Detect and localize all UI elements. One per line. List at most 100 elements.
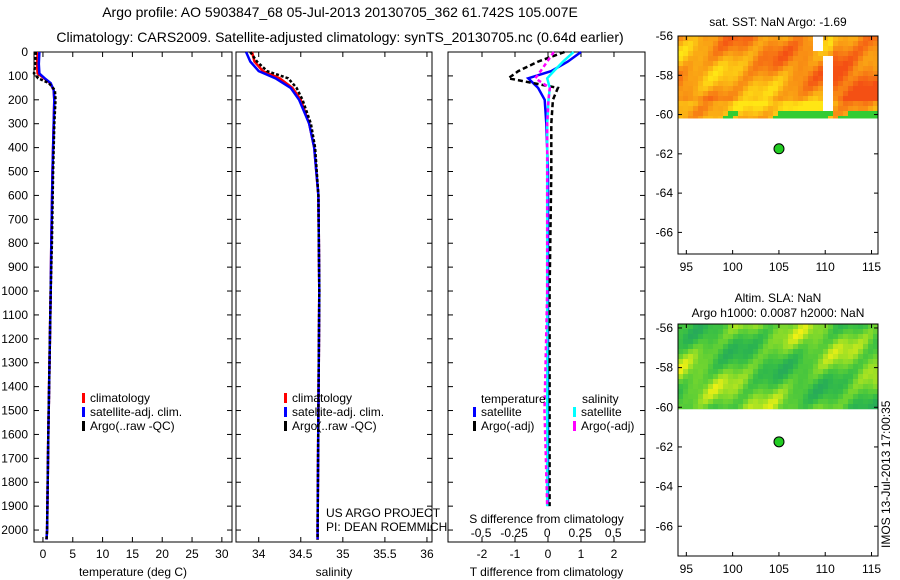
heatmap-cell — [843, 404, 848, 409]
heatmap-cell — [753, 61, 758, 66]
heatmap-cell — [733, 36, 738, 41]
heatmap-cell — [768, 379, 773, 384]
heatmap-cell — [713, 334, 718, 339]
heatmap-cell — [768, 116, 773, 119]
heatmap-cell — [848, 364, 853, 369]
heatmap-cell — [678, 111, 683, 116]
heatmap-cell — [868, 339, 873, 344]
heatmap-cell — [693, 359, 698, 364]
heatmap-cell — [783, 36, 788, 41]
heatmap-cell — [773, 324, 778, 329]
heatmap-cell — [708, 394, 713, 399]
heatmap-cell — [833, 101, 838, 106]
heatmap-cell — [868, 46, 873, 51]
heatmap-cell — [843, 339, 848, 344]
heatmap-cell — [718, 116, 723, 119]
legend-swatch — [82, 393, 85, 403]
heatmap-cell — [708, 106, 713, 111]
heatmap-cell — [773, 344, 778, 349]
heatmap-cell — [773, 339, 778, 344]
heatmap-cell — [793, 379, 798, 384]
heatmap-cell — [808, 359, 813, 364]
heatmap-cell — [783, 66, 788, 71]
heatmap-cell — [868, 111, 873, 116]
heatmap-cell — [823, 359, 828, 364]
heatmap-cell — [848, 96, 853, 101]
heatmap-cell — [738, 36, 743, 41]
heatmap-cell — [718, 66, 723, 71]
heatmap-cell — [858, 324, 863, 329]
heatmap-cell — [678, 86, 683, 91]
heatmap-cell — [793, 46, 798, 51]
heatmap-cell — [743, 339, 748, 344]
heatmap-cell — [748, 349, 753, 354]
heatmap-cell — [853, 379, 858, 384]
heatmap-cell — [788, 404, 793, 409]
heatmap-cell — [743, 116, 748, 119]
heatmap-cell — [863, 359, 868, 364]
heatmap-cell — [783, 349, 788, 354]
heatmap-cell — [858, 116, 863, 119]
heatmap-cell — [818, 379, 823, 384]
heatmap-cell — [853, 349, 858, 354]
legend-label: climatology — [292, 391, 352, 405]
heatmap-cell — [718, 359, 723, 364]
heatmap-cell — [728, 404, 733, 409]
heatmap-cell — [863, 354, 868, 359]
heatmap-cell — [853, 389, 858, 394]
heatmap-cell — [708, 384, 713, 389]
heatmap-cell — [863, 334, 868, 339]
heatmap-cell — [783, 384, 788, 389]
heatmap-cell — [698, 101, 703, 106]
heatmap-cell — [728, 329, 733, 334]
y-tick-label: 1900 — [1, 499, 28, 513]
heatmap-cell — [703, 374, 708, 379]
heatmap-cell — [783, 101, 788, 106]
heatmap-cell — [843, 359, 848, 364]
heatmap-cell — [833, 81, 838, 86]
heatmap-cell — [798, 354, 803, 359]
heatmap-cell — [743, 334, 748, 339]
heatmap-cell — [798, 334, 803, 339]
heatmap-cell — [863, 344, 868, 349]
heatmap-cell — [778, 56, 783, 61]
heatmap-cell — [788, 81, 793, 86]
heatmap-cell — [713, 36, 718, 41]
heatmap-cell — [868, 324, 873, 329]
heatmap-cell — [723, 46, 728, 51]
heatmap-cell — [838, 116, 843, 119]
heatmap-cell — [708, 344, 713, 349]
heatmap-cell — [683, 51, 688, 56]
heatmap-cell — [808, 334, 813, 339]
heatmap-cell — [858, 389, 863, 394]
heatmap-cell — [873, 86, 878, 91]
heatmap-cell — [763, 359, 768, 364]
heatmap-cell — [748, 404, 753, 409]
heatmap-cell — [823, 369, 828, 374]
heatmap-cell — [688, 76, 693, 81]
heatmap-cell — [828, 41, 833, 46]
heatmap-cell — [833, 354, 838, 359]
heatmap-cell — [748, 369, 753, 374]
timestamp: IMOS 13-Jul-2013 17:00:35 — [879, 400, 893, 548]
heatmap-cell — [753, 404, 758, 409]
heatmap-cell — [728, 46, 733, 51]
argo-float-marker — [773, 436, 785, 448]
heatmap-cell — [808, 86, 813, 91]
heatmap-cell — [768, 106, 773, 111]
heatmap-cell — [848, 329, 853, 334]
heatmap-cell — [818, 56, 823, 61]
heatmap-cell — [728, 364, 733, 369]
heatmap-cell — [683, 101, 688, 106]
heatmap-cell — [748, 66, 753, 71]
heatmap-cell — [803, 344, 808, 349]
heatmap-cell — [738, 116, 743, 119]
heatmap-cell — [803, 61, 808, 66]
heatmap-cell — [708, 46, 713, 51]
heatmap-cell — [728, 101, 733, 106]
heatmap-cell — [833, 36, 838, 41]
heatmap-cell — [823, 111, 828, 116]
heatmap-cell — [753, 96, 758, 101]
heatmap-cell — [743, 101, 748, 106]
heatmap-cell — [803, 116, 808, 119]
